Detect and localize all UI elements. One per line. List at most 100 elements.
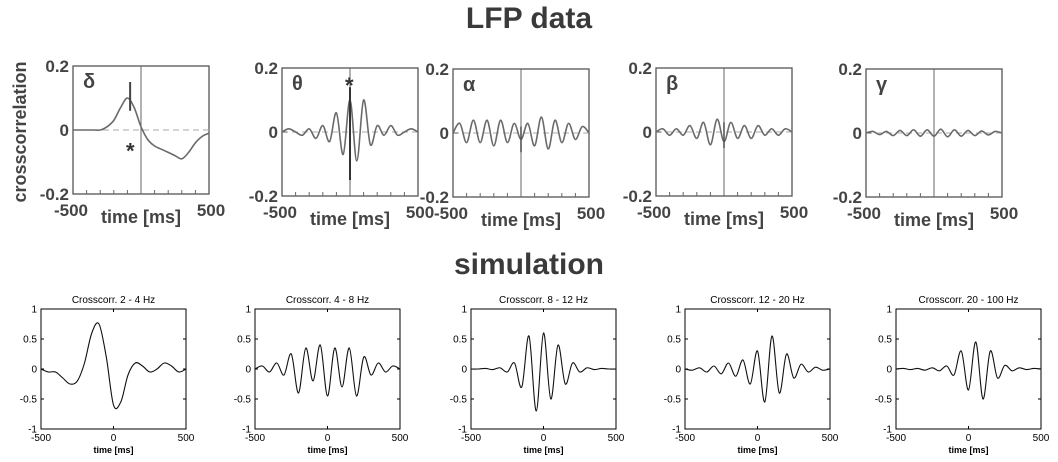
panel-title: Crosscorr. 4 - 8 Hz [286, 295, 369, 306]
y-tick-label: -0.5 [875, 395, 893, 406]
y-tick-label: 1 [886, 305, 892, 316]
x-tick-label: 0 [966, 433, 972, 444]
series-line [895, 341, 1042, 400]
y-tick-label: 0.2 [254, 59, 278, 78]
y-tick-label: 0 [675, 365, 681, 376]
y-tick-label: 0 [853, 124, 862, 143]
y-tick-label: 1 [461, 305, 467, 316]
simulation-panel-4: Crosscorr. 12 - 20 Hz 1 0.5 0 -0.5 -1-500 0 500… [664, 295, 839, 455]
x-tick-label: -500 [434, 204, 468, 223]
y-tick-label: 0.5 [237, 335, 251, 346]
y-tick-label: 0.5 [23, 335, 37, 346]
y-tick-label: -1 [28, 425, 37, 436]
y-tick-label: 0 [269, 123, 278, 142]
lfp-panel-3: 0.2 0 -0.2-500 500 time [ms] α [420, 60, 605, 230]
x-tick-label: 0 [111, 433, 117, 444]
x-tick-label: 500 [197, 201, 225, 220]
y-tick-label: -0.5 [20, 395, 38, 406]
significance-marker: * [345, 73, 354, 98]
series-line [73, 97, 210, 160]
x-tick-label: 500 [577, 204, 605, 223]
x-tick-label: 500 [1033, 433, 1050, 444]
lfp-section-title: LFP data [465, 2, 593, 35]
x-tick-label: 500 [780, 203, 808, 222]
x-tick-label: -500 [637, 203, 671, 222]
x-axis-label: time [ms] [523, 445, 563, 455]
x-tick-label: -500 [886, 433, 906, 444]
simulation-panel-2: Crosscorr. 4 - 8 Hz 1 0.5 0 -0.5 -1-500 0 500 ti… [234, 295, 409, 455]
y-tick-label: -1 [242, 425, 251, 436]
plot-frame [40, 308, 187, 430]
y-tick-label: 1 [245, 305, 251, 316]
y-tick-label: 0.2 [628, 59, 652, 78]
y-tick-label: 0 [60, 121, 69, 140]
x-axis-label: time [ms] [307, 445, 347, 455]
y-tick-label: -0.5 [450, 395, 468, 406]
panel-title: Crosscorr. 12 - 20 Hz [710, 295, 804, 306]
y-tick-label: 0 [31, 365, 37, 376]
simulation-section-title: simulation [453, 248, 604, 281]
y-tick-label: -0.5 [234, 395, 252, 406]
simulation-panel-1: Crosscorr. 2 - 4 Hz 1 0.5 0 -0.5 -1-500 0 500 ti… [20, 295, 195, 455]
x-tick-label: 500 [178, 433, 195, 444]
x-tick-label: -500 [263, 203, 297, 222]
plot-frame [470, 308, 617, 430]
lfp-panel-5: 0.2 0 -0.2-500 500 time [ms] γ [833, 60, 1018, 230]
x-axis-label: time [ms] [684, 209, 764, 229]
x-tick-label: 0 [325, 433, 331, 444]
x-axis-label: time [ms] [737, 445, 777, 455]
band-label: α [463, 74, 476, 96]
series-line [865, 128, 1003, 138]
simulation-panel-5: Crosscorr. 20 - 100 Hz 1 0.5 0 -0.5 -1-500 0 50… [875, 295, 1050, 455]
x-axis-label: time [ms] [93, 445, 133, 455]
x-axis-label: time [ms] [894, 210, 974, 230]
x-tick-label: -500 [54, 201, 88, 220]
x-tick-label: 0 [755, 433, 761, 444]
series-line [254, 344, 401, 397]
x-tick-label: -500 [675, 433, 695, 444]
lfp-panel-2: 0.2 0 -0.2-500 500 time [ms] θ * [249, 59, 434, 229]
band-label: δ [83, 71, 95, 93]
y-tick-label: -0.2 [623, 187, 652, 206]
band-label: γ [876, 74, 888, 96]
y-tick-label: -0.2 [833, 188, 862, 207]
y-tick-label: -1 [883, 425, 892, 436]
y-tick-label: 0.2 [45, 57, 69, 76]
x-axis-label: time [ms] [310, 209, 390, 229]
x-tick-label: -500 [31, 433, 51, 444]
x-tick-label: 500 [822, 433, 839, 444]
y-tick-label: 1 [675, 305, 681, 316]
plot-frame [684, 308, 831, 430]
y-tick-label: -0.2 [249, 187, 278, 206]
band-label: θ [292, 73, 303, 95]
lfp-y-axis-label: crosscorrelation [10, 61, 30, 202]
y-tick-label: 0 [440, 124, 449, 143]
band-label: β [666, 73, 678, 95]
y-tick-label: 1 [31, 305, 37, 316]
y-tick-label: 0.5 [453, 335, 467, 346]
y-tick-label: 0.5 [667, 335, 681, 346]
x-tick-label: 500 [406, 203, 434, 222]
panel-title: Crosscorr. 8 - 12 Hz [499, 295, 588, 306]
y-tick-label: -0.5 [664, 395, 682, 406]
x-tick-label: -500 [461, 433, 481, 444]
series-line [684, 335, 831, 403]
y-tick-label: -1 [458, 425, 467, 436]
simulation-panel-3: Crosscorr. 8 - 12 Hz 1 0.5 0 -0.5 -1-500 0 500 t… [450, 295, 625, 455]
y-tick-label: 0 [245, 365, 251, 376]
x-axis-label: time [ms] [101, 207, 181, 227]
panel-title: Crosscorr. 20 - 100 Hz [918, 295, 1018, 306]
series-line [40, 322, 187, 410]
x-tick-label: -500 [245, 433, 265, 444]
y-tick-label: -1 [672, 425, 681, 436]
y-tick-label: 0.2 [425, 60, 449, 79]
x-tick-label: 500 [608, 433, 625, 444]
x-axis-label: time [ms] [481, 210, 561, 230]
y-tick-label: 0.2 [838, 60, 862, 79]
y-tick-label: -0.2 [420, 188, 449, 207]
x-tick-label: 0 [541, 433, 547, 444]
lfp-panel-4: 0.2 0 -0.2-500 500 time [ms] β [623, 59, 808, 229]
